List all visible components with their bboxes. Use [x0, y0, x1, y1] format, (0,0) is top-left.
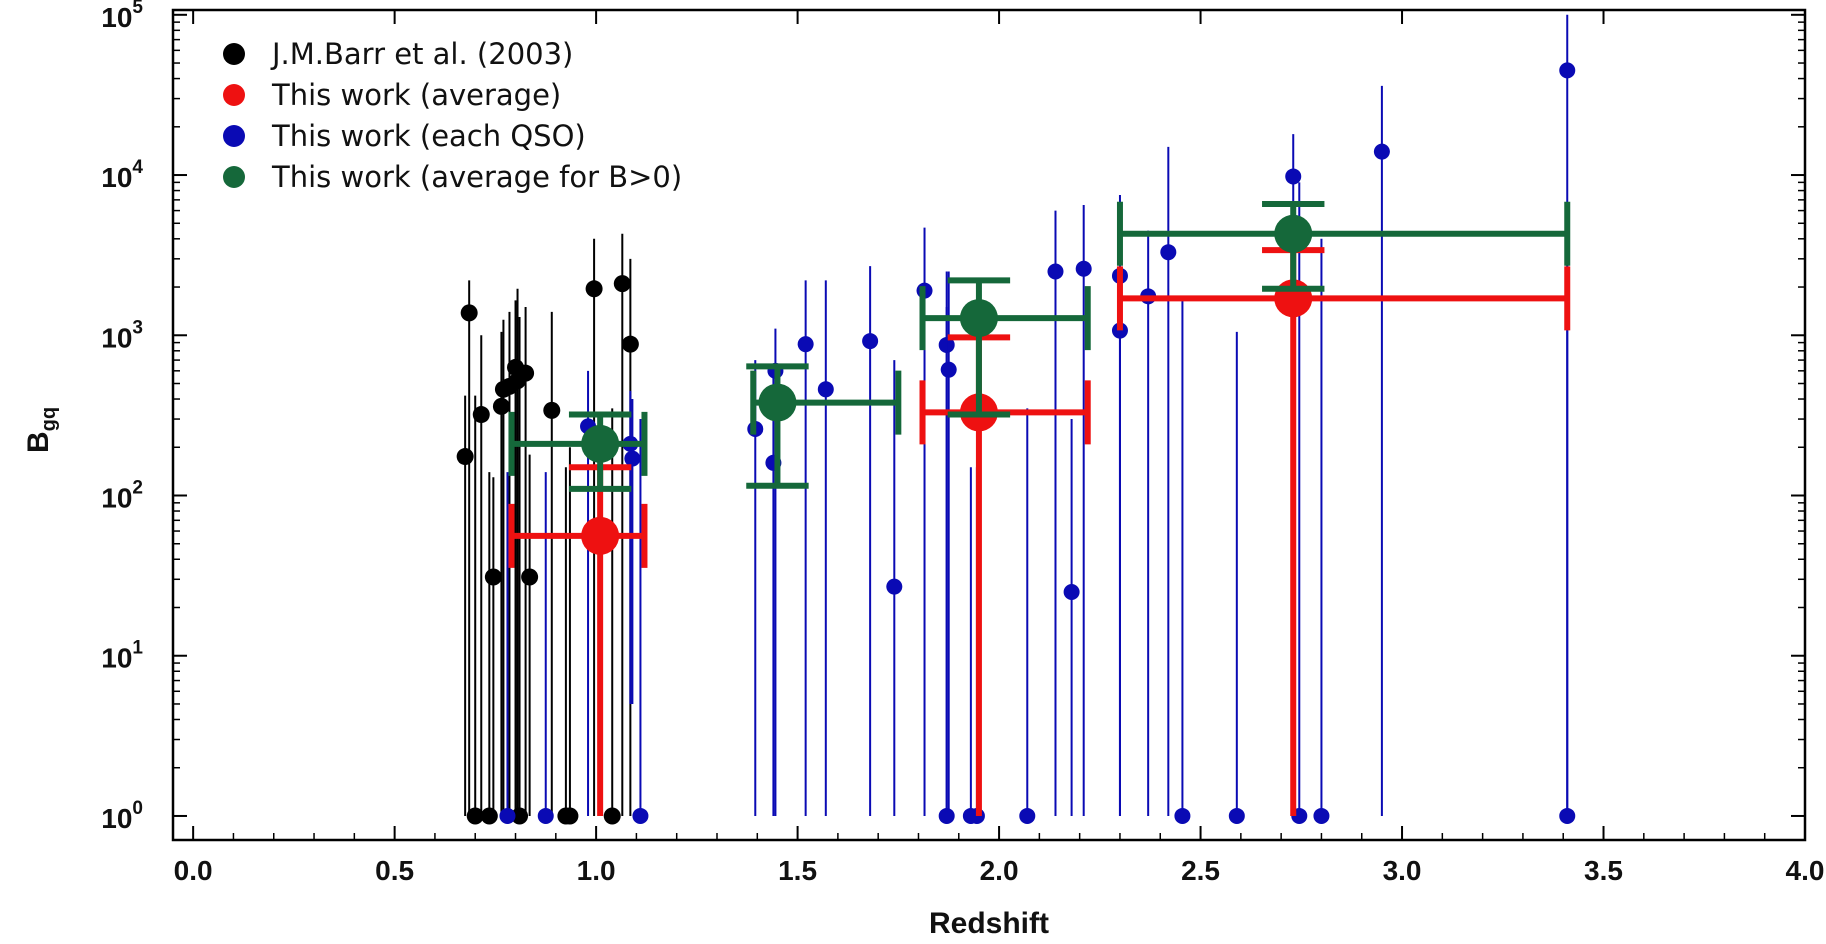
y-tick-exponent: 3	[132, 317, 143, 338]
barr-point	[484, 568, 502, 586]
each_qso-point	[817, 381, 834, 398]
barr-point	[466, 807, 484, 825]
svg-text:Bgq: Bgq	[22, 407, 60, 453]
barr-point	[517, 364, 535, 382]
legend-marker-barr	[223, 43, 245, 65]
each_qso-point	[1559, 62, 1576, 79]
y-tick-base: 10	[101, 322, 132, 353]
y-tick-exponent: 1	[132, 638, 143, 659]
each_qso-point	[862, 333, 879, 350]
each_qso-point	[1228, 807, 1245, 824]
y-tick-exponent: 5	[132, 0, 143, 18]
each_qso-point	[1285, 168, 1302, 185]
y-tick-exponent: 0	[132, 798, 143, 819]
y-tick-base: 10	[101, 483, 132, 514]
legend-label-barr: J.M.Barr et al. (2003)	[270, 37, 573, 71]
average_bpos-point	[581, 424, 620, 463]
legend-label-average: This work (average)	[271, 78, 561, 112]
legend-label-each_qso: This work (each QSO)	[271, 119, 586, 153]
barr-point	[621, 335, 639, 353]
legend: J.M.Barr et al. (2003) This work (average…	[223, 37, 682, 194]
y-tick-label: 104	[101, 157, 143, 193]
x-tick-label: 0.0	[174, 855, 213, 886]
x-tick-label: 2.0	[980, 855, 1019, 886]
average-point	[581, 516, 620, 555]
x-tick-label: 2.5	[1181, 855, 1220, 886]
each_qso-point	[1047, 263, 1064, 280]
y-tick-label: 103	[101, 317, 143, 353]
each_qso-point	[624, 450, 641, 467]
plot-area	[456, 14, 1576, 825]
each_qso-point	[632, 807, 649, 824]
each_qso-point	[1313, 807, 1330, 824]
y-tick-exponent: 2	[132, 478, 143, 499]
barr-point	[521, 568, 539, 586]
plot-frame	[171, 8, 1807, 842]
barr-point	[480, 807, 498, 825]
x-axis-label: Redshift	[929, 907, 1049, 940]
y-tick-base: 10	[101, 2, 132, 33]
y-tick-exponent: 4	[132, 157, 143, 178]
each_qso-point	[886, 578, 903, 595]
each_qso-point	[797, 336, 814, 353]
barr-point	[456, 448, 474, 466]
y-tick-label: 101	[101, 638, 143, 674]
y-tick-label: 102	[101, 478, 143, 514]
legend-marker-each_qso	[223, 125, 245, 147]
y-tick-base: 10	[101, 162, 132, 193]
x-tick-label: 3.0	[1383, 855, 1422, 886]
x-tick-label: 3.5	[1584, 855, 1623, 886]
y-axis-label-main: B	[22, 431, 55, 453]
each_qso-point	[499, 807, 516, 824]
each_qso-point	[1063, 583, 1080, 600]
average_bpos-point	[959, 299, 998, 338]
each_qso-point	[1160, 244, 1177, 261]
each_qso-point	[1019, 807, 1036, 824]
barr-point	[585, 280, 603, 298]
each_qso-point	[1174, 807, 1191, 824]
x-tick-label: 0.5	[375, 855, 414, 886]
each_qso-point	[938, 807, 955, 824]
y-tick-base: 10	[101, 643, 132, 674]
y-axis-label: Bgq	[22, 407, 60, 453]
y-tick-label: 105	[101, 0, 143, 33]
y-tick-label: 100	[101, 798, 143, 834]
legend-marker-average_bpos	[223, 166, 245, 188]
barr-point	[613, 275, 631, 293]
x-tick-label: 1.0	[577, 855, 616, 886]
barr-point	[492, 397, 510, 415]
each_qso-point	[1075, 260, 1092, 277]
average_bpos-point	[758, 383, 797, 422]
barr-point	[603, 807, 621, 825]
y-axis-label-sub: gq	[38, 407, 60, 431]
legend-marker-average	[223, 84, 245, 106]
barr-point	[543, 401, 561, 419]
each_qso-point	[1559, 807, 1576, 824]
barr-point	[472, 406, 490, 424]
barr-point	[511, 807, 529, 825]
average_bpos-point	[1274, 214, 1313, 253]
barr-point	[561, 807, 579, 825]
x-tick-label: 4.0	[1786, 855, 1825, 886]
barr-point	[460, 304, 478, 322]
axis-ticks: 0.0 0.5 1.0 1.5 2.0 2.5 3.0 3.5 4.01001011021031…	[101, 0, 1824, 886]
each_qso-point	[1373, 143, 1390, 160]
y-tick-base: 10	[101, 803, 132, 834]
each_qso-point	[537, 807, 554, 824]
legend-label-average_bpos: This work (average for B>0)	[271, 160, 682, 194]
each_qso-point	[940, 361, 957, 378]
x-tick-label: 1.5	[778, 855, 817, 886]
each_qso-point	[1111, 322, 1128, 339]
